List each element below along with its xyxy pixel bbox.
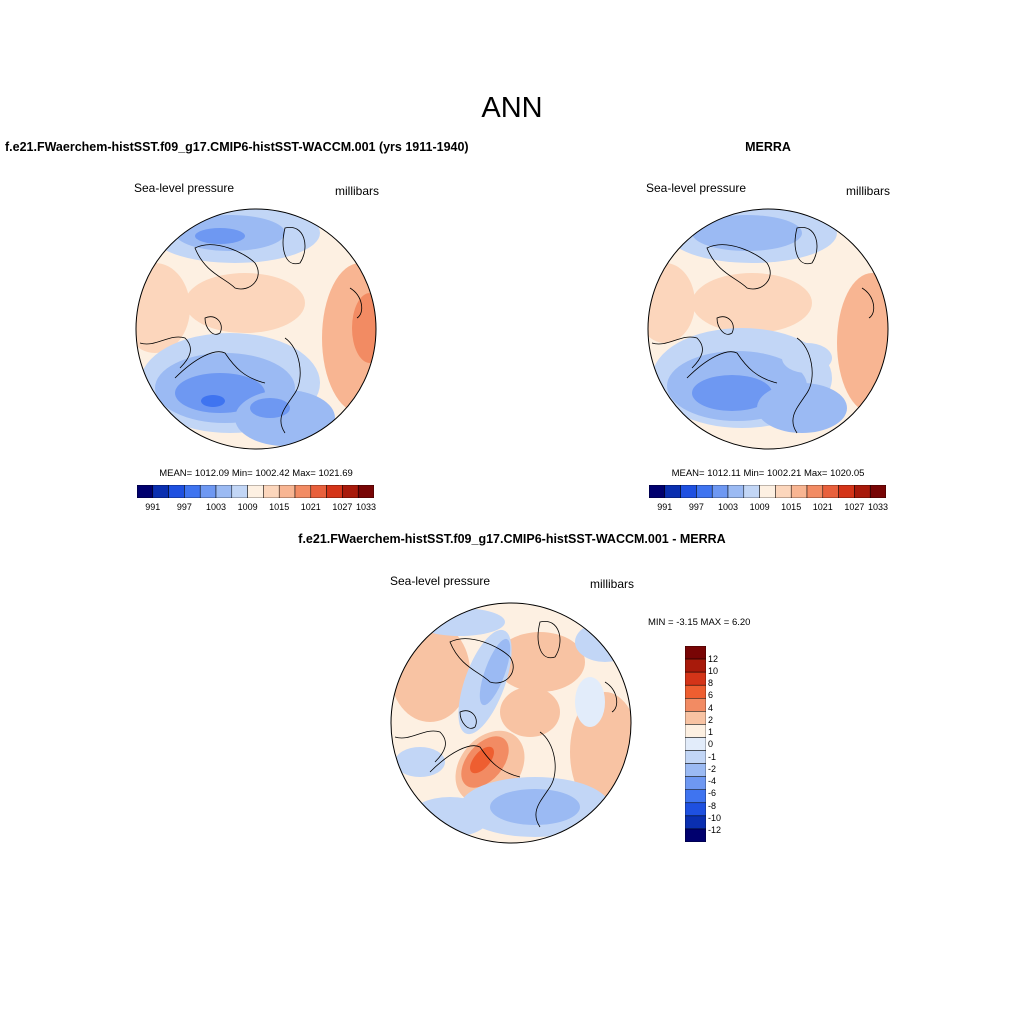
obs-colorbar-tick: 991 xyxy=(657,502,673,512)
model-variable-label: Sea-level pressure xyxy=(134,181,235,195)
colorbar-swatch xyxy=(759,485,776,498)
obs-stats: MEAN= 1012.11 Min= 1002.21 Max= 1020.05 xyxy=(671,468,865,479)
colorbar-swatch xyxy=(664,485,681,498)
diff-colorbar-tick: 1 xyxy=(708,727,714,738)
colorbar-swatch xyxy=(685,658,706,673)
figure-title: ANN xyxy=(481,92,543,124)
colorbar-swatch xyxy=(278,485,296,498)
diff-colorbar-tick: -8 xyxy=(708,800,717,811)
colorbar-swatch xyxy=(680,485,697,498)
colorbar-swatch xyxy=(696,485,713,498)
diff-colorbar-tick: -10 xyxy=(708,812,722,823)
obs-panel-title: MERRA xyxy=(745,140,791,154)
colorbar-swatch xyxy=(685,646,706,660)
obs-colorbar-tick: 1003 xyxy=(717,502,739,512)
colorbar-swatch xyxy=(199,485,217,498)
colorbar-swatch xyxy=(247,485,264,498)
colorbar-swatch xyxy=(685,737,706,751)
diff-colorbar-tick: 0 xyxy=(708,739,714,750)
model-panel-title: f.e21.FWaerchem-histSST.f09_g17.CMIP6-hi… xyxy=(5,140,469,154)
obs-colorbar-tick: 1015 xyxy=(781,502,802,512)
model-colorbar-tick: 1009 xyxy=(237,502,258,512)
colorbar-swatch xyxy=(215,485,233,498)
obs-colorbar-tick: 1033 xyxy=(867,502,889,512)
diff-variable-label: Sea-level pressure xyxy=(390,574,491,588)
diff-polar-map xyxy=(390,602,632,844)
diff-colorbar-ticks: 12 10 8 6 4 2 1 0 -1 -2 -4 -6 -8 -10 -12 xyxy=(708,646,748,842)
model-polar-map xyxy=(135,208,377,450)
colorbar-swatch xyxy=(685,802,706,817)
diff-stats: MIN = -3.15 MAX = 6.20 xyxy=(648,617,751,628)
colorbar-swatch xyxy=(310,485,327,498)
diff-colorbar-tick: 10 xyxy=(708,665,719,676)
model-stats: MEAN= 1012.09 Min= 1002.42 Max= 1021.69 xyxy=(159,468,353,479)
colorbar-swatch xyxy=(806,485,824,498)
colorbar-swatch xyxy=(711,485,729,498)
diff-colorbar-tick: 2 xyxy=(708,714,714,725)
obs-polar-map xyxy=(647,208,889,450)
diff-colorbar-tick: -6 xyxy=(708,788,717,799)
model-units-label: millibars xyxy=(335,184,380,198)
colorbar-swatch xyxy=(822,485,839,498)
diff-panel-title: f.e21.FWaerchem-histSST.f09_g17.CMIP6-hi… xyxy=(298,532,726,546)
model-colorbar-tick: 997 xyxy=(176,502,192,512)
model-colorbar-tick: 1021 xyxy=(300,502,321,512)
obs-units-label: millibars xyxy=(846,184,891,198)
colorbar-swatch xyxy=(685,815,706,830)
obs-colorbar-tick: 997 xyxy=(688,502,704,512)
diff-colorbar xyxy=(685,646,706,842)
colorbar-swatch xyxy=(357,485,374,498)
colorbar-swatch xyxy=(184,485,201,498)
colorbar-swatch xyxy=(685,750,706,764)
colorbar-swatch xyxy=(869,485,886,498)
model-colorbar-ticks: 991 997 1003 1009 1015 1021 1027 1033 xyxy=(137,502,377,516)
model-colorbar-tick: 991 xyxy=(145,502,161,512)
diff-colorbar-tick: 4 xyxy=(708,702,714,713)
colorbar-swatch xyxy=(685,671,706,686)
diff-colorbar-tick: 8 xyxy=(708,678,714,689)
colorbar-swatch xyxy=(727,485,745,498)
obs-colorbar-tick: 1021 xyxy=(812,502,833,512)
colorbar-swatch xyxy=(685,698,706,712)
diff-colorbar-tick: 6 xyxy=(708,690,714,701)
colorbar-swatch xyxy=(649,485,666,498)
colorbar-swatch xyxy=(685,684,706,699)
colorbar-swatch xyxy=(775,485,792,498)
colorbar-swatch xyxy=(137,485,154,498)
colorbar-swatch xyxy=(168,485,185,498)
colorbar-swatch xyxy=(231,485,248,498)
colorbar-swatch xyxy=(152,485,169,498)
colorbar-swatch xyxy=(743,485,760,498)
model-colorbar-tick: 1003 xyxy=(205,502,227,512)
diff-colorbar-tick: -12 xyxy=(708,825,722,836)
colorbar-swatch xyxy=(685,724,706,738)
colorbar-swatch xyxy=(685,789,706,804)
model-colorbar xyxy=(137,485,374,498)
colorbar-swatch xyxy=(342,485,359,498)
diff-colorbar-tick: -2 xyxy=(708,763,717,774)
colorbar-swatch xyxy=(790,485,808,498)
colorbar-swatch xyxy=(685,711,706,725)
colorbar-swatch xyxy=(263,485,280,498)
diff-colorbar-tick: 12 xyxy=(708,653,719,664)
colorbar-swatch xyxy=(685,828,706,842)
obs-colorbar xyxy=(649,485,886,498)
diff-units-label: millibars xyxy=(590,577,635,591)
colorbar-swatch xyxy=(326,485,343,498)
obs-colorbar-ticks: 991 997 1003 1009 1015 1021 1027 1033 xyxy=(649,502,889,516)
diff-colorbar-tick: -1 xyxy=(708,751,717,762)
colorbar-swatch xyxy=(294,485,312,498)
model-colorbar-tick: 1033 xyxy=(355,502,377,512)
colorbar-swatch xyxy=(685,776,706,790)
obs-colorbar-tick: 1027 xyxy=(844,502,865,512)
colorbar-swatch xyxy=(838,485,855,498)
colorbar-swatch xyxy=(685,763,706,777)
obs-colorbar-tick: 1009 xyxy=(749,502,770,512)
model-colorbar-tick: 1015 xyxy=(269,502,290,512)
model-colorbar-tick: 1027 xyxy=(332,502,353,512)
colorbar-swatch xyxy=(854,485,871,498)
diff-colorbar-tick: -4 xyxy=(708,776,717,787)
obs-variable-label: Sea-level pressure xyxy=(646,181,747,195)
